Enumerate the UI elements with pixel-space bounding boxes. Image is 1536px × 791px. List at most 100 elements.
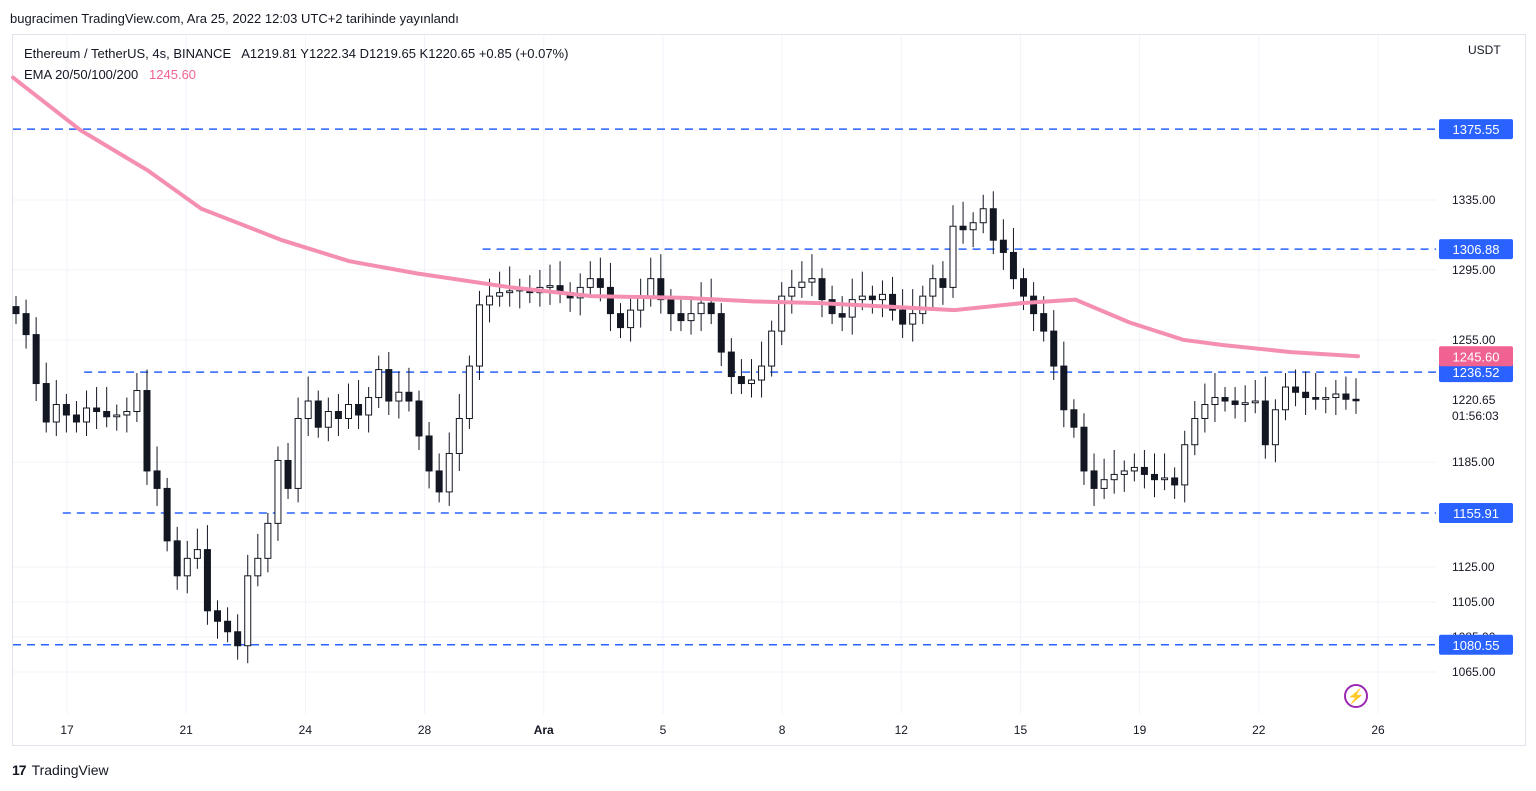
time-tick-label: 26 xyxy=(1371,723,1385,737)
level-badge xyxy=(1439,119,1513,140)
candle-body xyxy=(969,222,977,231)
candle-body xyxy=(465,365,473,419)
price-axis: USDT 1335.00 1295.00 1255.00 1185.00 1125.00 1… xyxy=(1439,43,1513,679)
candle-body xyxy=(1342,393,1350,400)
time-tick-label: 24 xyxy=(299,723,313,737)
candle-body xyxy=(889,293,897,311)
candle-body xyxy=(919,295,927,315)
candle-body xyxy=(707,302,715,315)
time-tick-label: 5 xyxy=(660,723,667,737)
level-badge xyxy=(1439,634,1513,655)
candle-body xyxy=(657,278,665,301)
candle-body xyxy=(1211,397,1219,406)
candle-body xyxy=(1181,444,1189,486)
candle-body xyxy=(52,404,60,423)
last-price-label: 1220.65 xyxy=(1452,393,1496,407)
level-label: 1306.88 xyxy=(1453,242,1500,257)
countdown-label: 01:56:03 xyxy=(1452,409,1499,423)
candle-body xyxy=(365,397,373,416)
price-tick-label: 1065.00 xyxy=(1452,665,1496,679)
chart-frame[interactable] xyxy=(12,34,1526,746)
candle-body xyxy=(113,414,121,418)
candle-body xyxy=(264,522,272,559)
candle-body xyxy=(334,411,342,419)
symbol-label[interactable]: Ethereum / TetherUS, 4s, BINANCE xyxy=(24,46,232,61)
time-tick-label: 17 xyxy=(60,723,74,737)
grid xyxy=(13,35,1436,714)
candle-body xyxy=(405,391,413,402)
candle-body xyxy=(606,286,614,315)
candle-body xyxy=(868,295,876,301)
candle-body xyxy=(445,452,453,493)
candle-body xyxy=(939,278,947,288)
candle-body xyxy=(979,208,987,224)
candle-body xyxy=(1009,251,1017,280)
candle-body xyxy=(717,313,725,353)
candle-body xyxy=(163,487,171,542)
candle-body xyxy=(425,435,433,472)
candle-body xyxy=(1261,400,1269,446)
ema-badge xyxy=(1439,346,1513,367)
candle-body xyxy=(304,400,312,419)
published-caption: bugracimen TradingView.com, Ara 25, 2022… xyxy=(10,11,459,26)
ema-label[interactable]: EMA 20/50/100/200 xyxy=(24,67,139,82)
price-tick-label: 1185.00 xyxy=(1452,455,1495,469)
candle-body xyxy=(818,278,826,301)
lightning-icon[interactable]: ⚡ xyxy=(1344,684,1368,708)
candle-body xyxy=(747,379,755,385)
candle-body xyxy=(314,400,322,428)
candle-body xyxy=(133,390,141,413)
candle-body xyxy=(1221,397,1229,402)
candle-body xyxy=(778,295,786,332)
candle-body xyxy=(214,610,222,622)
level-badge xyxy=(1439,239,1513,260)
candle-body xyxy=(1060,365,1068,411)
candle-body xyxy=(909,313,917,325)
candle-body xyxy=(1110,473,1118,481)
candle-body xyxy=(788,286,796,297)
candle-body xyxy=(586,278,594,288)
candle-body xyxy=(1040,313,1048,332)
candle-body xyxy=(1292,386,1300,393)
candle-body xyxy=(677,313,685,322)
time-tick-label: 12 xyxy=(895,723,909,737)
candle-body xyxy=(828,299,836,315)
candle-body xyxy=(1130,466,1138,472)
candle-body xyxy=(274,459,282,524)
candle-body xyxy=(1120,470,1128,475)
brand-name: TradingView xyxy=(31,762,109,778)
candle-body xyxy=(153,470,161,489)
ohlc-values: A1219.81 Y1222.34 D1219.65 K1220.65 +0.8… xyxy=(241,46,569,61)
candle-body xyxy=(667,299,675,315)
candle-body xyxy=(224,620,232,633)
candle-body xyxy=(203,549,211,612)
candle-body xyxy=(385,369,393,402)
candle-body xyxy=(1271,409,1279,446)
time-tick-label: 8 xyxy=(779,723,786,737)
candle-body xyxy=(123,411,131,416)
candle-body xyxy=(506,290,514,294)
candle-body xyxy=(1281,386,1289,411)
price-tick-label: 1255.00 xyxy=(1452,333,1496,347)
candle-body xyxy=(1100,479,1108,489)
candle-body xyxy=(546,285,554,288)
candle-body xyxy=(475,304,483,367)
candle-body xyxy=(173,540,181,577)
candle-body xyxy=(1050,330,1058,367)
candle-body xyxy=(62,404,70,416)
candle-body xyxy=(959,225,967,231)
candle-body xyxy=(103,411,111,418)
candle-body xyxy=(395,391,403,402)
candle-body xyxy=(1161,477,1169,481)
candle-body xyxy=(596,278,604,288)
candle-body xyxy=(737,376,745,385)
level-label: 1155.91 xyxy=(1453,506,1499,521)
candle-body xyxy=(12,306,20,315)
candle-body xyxy=(22,313,30,336)
candle-body xyxy=(72,414,80,423)
candle-body xyxy=(687,313,695,322)
candle-body xyxy=(808,278,816,283)
candle-body xyxy=(1312,397,1320,400)
candle-body xyxy=(878,293,886,301)
